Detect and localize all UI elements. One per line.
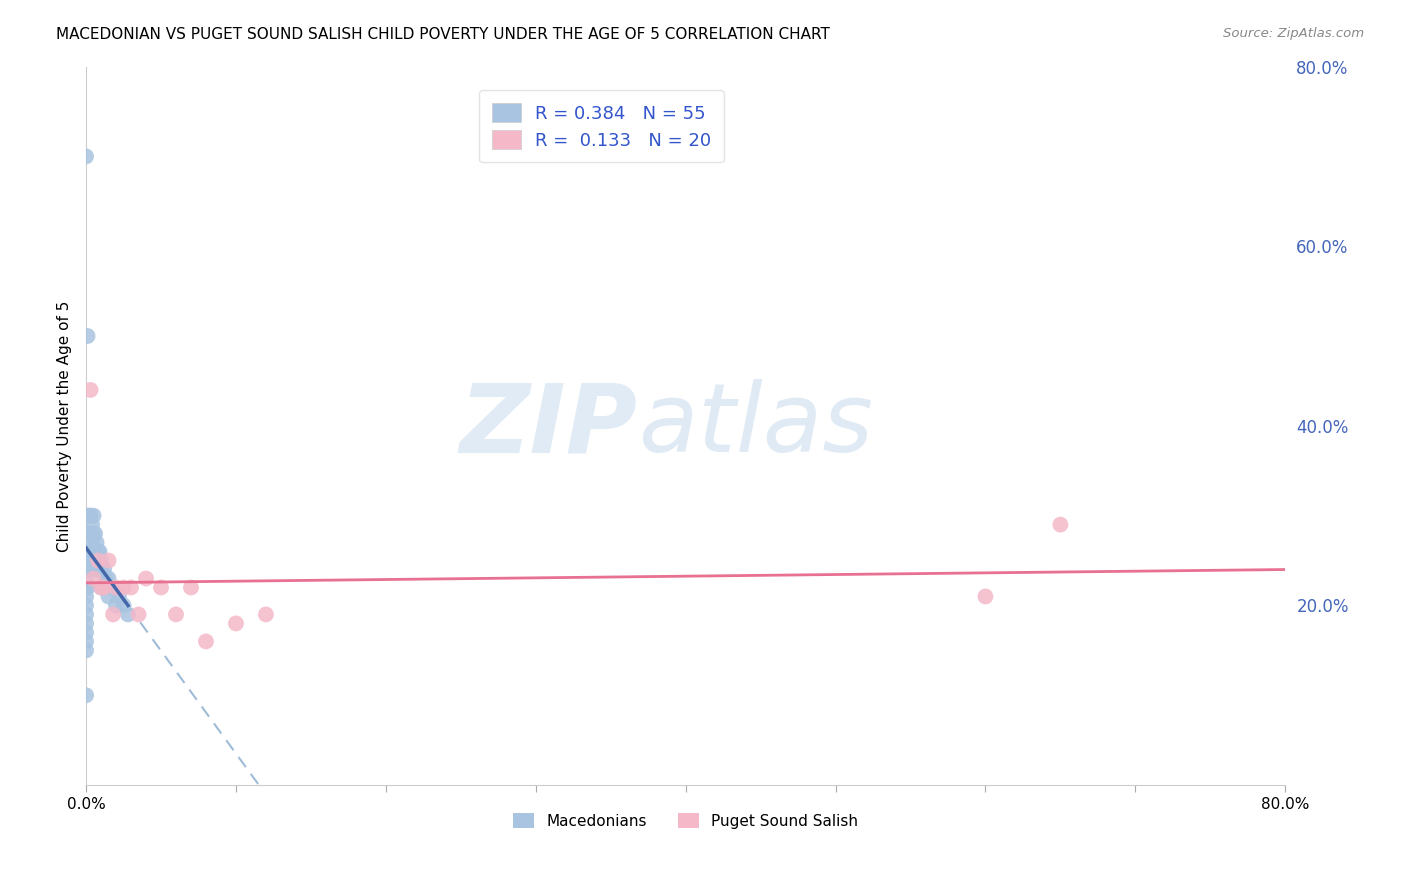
Point — [75, 590, 97, 604]
Y-axis label: Child Poverty Under the Age of 5: Child Poverty Under the Age of 5 — [58, 301, 72, 551]
Point — [87, 544, 110, 558]
Point — [89, 544, 111, 558]
Point — [79, 508, 101, 523]
Point — [75, 625, 97, 640]
Point — [76, 581, 98, 595]
Point — [79, 526, 101, 541]
Point — [79, 544, 101, 558]
Point — [84, 526, 107, 541]
Point — [87, 563, 110, 577]
Point — [97, 590, 120, 604]
Point — [974, 590, 997, 604]
Point — [79, 383, 101, 397]
Point — [75, 149, 97, 163]
Point — [93, 563, 115, 577]
Point — [75, 581, 97, 595]
Point — [135, 572, 157, 586]
Point — [80, 517, 103, 532]
Point — [80, 535, 103, 549]
Point — [90, 581, 112, 595]
Point — [83, 526, 105, 541]
Text: MACEDONIAN VS PUGET SOUND SALISH CHILD POVERTY UNDER THE AGE OF 5 CORRELATION CH: MACEDONIAN VS PUGET SOUND SALISH CHILD P… — [56, 27, 830, 42]
Point — [112, 581, 135, 595]
Point — [75, 688, 97, 702]
Point — [79, 563, 101, 577]
Point — [75, 572, 97, 586]
Point — [101, 581, 124, 595]
Point — [165, 607, 187, 622]
Point — [93, 581, 115, 595]
Point — [77, 508, 100, 523]
Point — [77, 544, 100, 558]
Point — [75, 616, 97, 631]
Point — [1049, 517, 1071, 532]
Point — [84, 563, 107, 577]
Point — [108, 590, 131, 604]
Point — [87, 553, 110, 567]
Point — [90, 563, 112, 577]
Point — [97, 553, 120, 567]
Point — [105, 581, 128, 595]
Point — [75, 563, 97, 577]
Point — [76, 508, 98, 523]
Point — [254, 607, 277, 622]
Point — [84, 544, 107, 558]
Point — [75, 634, 97, 648]
Point — [101, 607, 124, 622]
Point — [80, 553, 103, 567]
Point — [83, 508, 105, 523]
Point — [180, 581, 202, 595]
Point — [225, 616, 247, 631]
Point — [86, 535, 108, 549]
Point — [76, 563, 98, 577]
Point — [89, 563, 111, 577]
Point — [75, 599, 97, 613]
Point — [76, 544, 98, 558]
Point — [77, 526, 100, 541]
Point — [75, 607, 97, 622]
Point — [120, 581, 142, 595]
Point — [76, 329, 98, 343]
Point — [77, 563, 100, 577]
Text: ZIP: ZIP — [460, 379, 638, 473]
Point — [105, 599, 128, 613]
Point — [94, 572, 117, 586]
Point — [83, 572, 105, 586]
Legend: Macedonians, Puget Sound Salish: Macedonians, Puget Sound Salish — [508, 807, 865, 835]
Point — [128, 607, 150, 622]
Point — [150, 581, 173, 595]
Point — [86, 553, 108, 567]
Point — [93, 581, 115, 595]
Text: Source: ZipAtlas.com: Source: ZipAtlas.com — [1223, 27, 1364, 40]
Point — [195, 634, 218, 648]
Point — [75, 553, 97, 567]
Point — [83, 544, 105, 558]
Point — [90, 581, 112, 595]
Point — [117, 607, 139, 622]
Point — [97, 572, 120, 586]
Point — [76, 526, 98, 541]
Point — [75, 643, 97, 657]
Point — [112, 599, 135, 613]
Point — [90, 553, 112, 567]
Text: atlas: atlas — [638, 379, 873, 473]
